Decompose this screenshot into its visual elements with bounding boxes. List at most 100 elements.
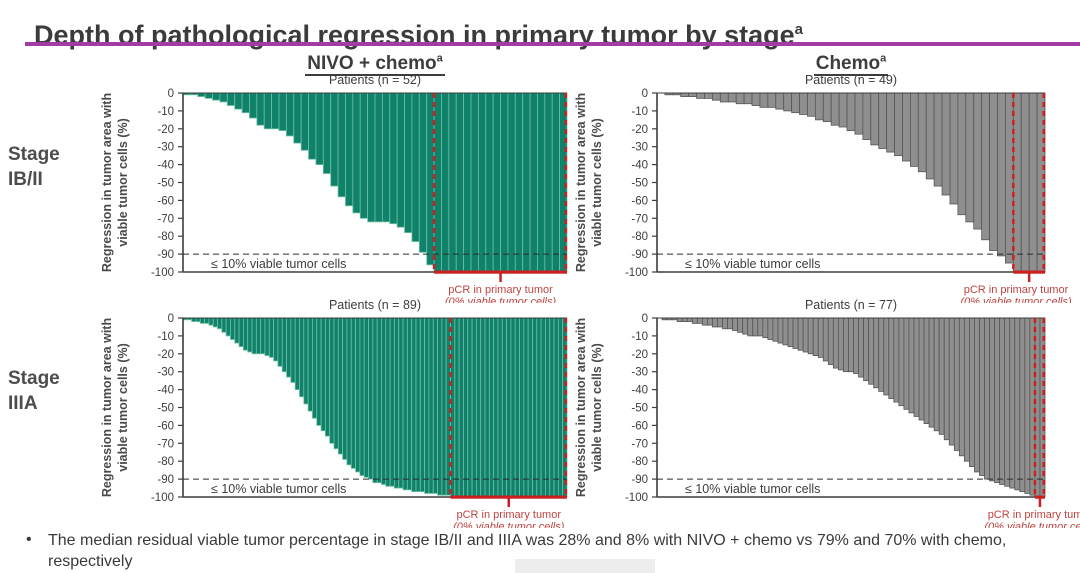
patient-bar bbox=[437, 317, 443, 496]
patient-bar bbox=[507, 92, 516, 273]
pcr-box-bottom-edge bbox=[1013, 270, 1045, 274]
patient-bar bbox=[204, 317, 210, 324]
patient-bar bbox=[933, 92, 943, 187]
patient-bar bbox=[814, 92, 824, 121]
patient-bar bbox=[719, 92, 729, 103]
patient-bar bbox=[484, 317, 490, 498]
column-header-chemo: Chemoa bbox=[657, 53, 1045, 77]
y-axis-title: Regression in tumor area with bbox=[100, 93, 114, 272]
patient-bar bbox=[278, 92, 287, 131]
patient-bar bbox=[969, 317, 975, 467]
waterfall-chart-stage-iiia-chemo: 0 -10 -20 -30 -40 -50 -60 -70 -80 -90 -100 ≤ 10% vi… bbox=[569, 295, 1080, 528]
pcr-box-bottom-edge bbox=[434, 270, 567, 274]
patient-bar bbox=[832, 317, 839, 369]
patient-bar bbox=[963, 317, 970, 462]
patient-bar bbox=[1036, 92, 1046, 273]
patient-bar bbox=[759, 92, 769, 108]
patient-bar bbox=[782, 317, 789, 346]
patient-bar bbox=[812, 317, 819, 356]
patient-bar bbox=[243, 317, 249, 351]
patient-bar bbox=[878, 92, 888, 149]
patient-bar bbox=[981, 92, 990, 241]
footnote-text: The median residual viable tumor percent… bbox=[48, 532, 1007, 570]
patient-bar bbox=[418, 92, 428, 253]
patient-bar bbox=[256, 92, 265, 126]
patient-bar bbox=[792, 317, 799, 349]
patient-bar bbox=[264, 317, 270, 356]
patient-bar bbox=[285, 92, 295, 137]
patient-bar bbox=[485, 92, 494, 273]
y-tick-label: -60 bbox=[157, 420, 174, 432]
patient-bar bbox=[234, 92, 243, 110]
patient-bar bbox=[268, 317, 275, 358]
patient-bar bbox=[984, 317, 990, 480]
patient-bar bbox=[712, 92, 721, 101]
row-label-stage-iiia-line1: Stage bbox=[8, 368, 60, 389]
patient-bar bbox=[212, 92, 221, 101]
patient-bar bbox=[822, 92, 832, 123]
patient-bar bbox=[886, 92, 895, 153]
patient-bar bbox=[308, 92, 317, 160]
patient-bar bbox=[772, 317, 779, 342]
patient-bar bbox=[337, 317, 344, 455]
y-tick-label: -10 bbox=[157, 106, 174, 118]
y-tick-label: -60 bbox=[157, 195, 174, 207]
y-tick-label: -70 bbox=[157, 213, 174, 225]
patient-bar bbox=[385, 317, 391, 487]
patient-bar bbox=[475, 317, 482, 498]
patient-bar bbox=[941, 92, 951, 196]
patient-bar bbox=[827, 317, 834, 365]
patient-bar bbox=[225, 317, 231, 337]
patient-bar bbox=[799, 92, 808, 115]
patient-bar bbox=[532, 317, 538, 498]
column-header-chemo-text: Chemo bbox=[815, 53, 881, 75]
patient-bar bbox=[359, 92, 369, 219]
patient-bar bbox=[767, 92, 777, 108]
patient-bar bbox=[411, 317, 417, 493]
threshold-label: ≤ 10% viable tumor cells bbox=[211, 257, 346, 271]
patient-bar bbox=[372, 317, 378, 484]
patients-count-label: Patients (n = 77) bbox=[805, 298, 897, 312]
patient-bar bbox=[848, 317, 854, 373]
patient-bar bbox=[751, 92, 761, 106]
patient-bar bbox=[965, 92, 975, 223]
y-tick-label: -20 bbox=[631, 124, 648, 136]
patient-bar bbox=[902, 92, 911, 162]
y-tick-label: -50 bbox=[157, 403, 174, 415]
patient-bar bbox=[389, 317, 395, 487]
patient-bar bbox=[858, 317, 864, 378]
patient-bar bbox=[506, 317, 512, 498]
patient-bar bbox=[557, 317, 564, 498]
patient-bar bbox=[415, 317, 421, 493]
patient-bar bbox=[1029, 317, 1036, 496]
patient-bar bbox=[324, 317, 331, 437]
patient-bar bbox=[787, 317, 794, 348]
y-tick-label: -100 bbox=[625, 267, 648, 279]
patient-bar bbox=[537, 92, 546, 273]
patient-bar bbox=[974, 317, 980, 473]
pcr-annotation-line1: pCR in primary tumor bbox=[964, 284, 1069, 296]
patient-bar bbox=[230, 317, 236, 340]
patient-bar bbox=[251, 317, 257, 355]
patient-bar bbox=[888, 317, 895, 399]
patient-bar bbox=[204, 92, 213, 99]
patient-bar bbox=[706, 317, 713, 326]
footnote-bullet: • The median residual viable tumor perce… bbox=[26, 530, 1050, 572]
patient-bar bbox=[878, 317, 885, 392]
patient-bar bbox=[312, 317, 318, 419]
patient-bar bbox=[219, 92, 228, 103]
patient-bar bbox=[337, 92, 346, 198]
patient-bar bbox=[938, 317, 945, 435]
patient-bar bbox=[281, 317, 287, 373]
patient-bar bbox=[903, 317, 910, 410]
patient-bar bbox=[545, 317, 551, 498]
patient-bar bbox=[777, 317, 784, 344]
chart-canvas-iiia_nivo: 0 -10 -20 -30 -40 -50 -60 -70 -80 -90 -100 ≤ 10% vi… bbox=[100, 298, 568, 528]
pcr-box-bottom-edge bbox=[1034, 495, 1045, 499]
patient-bar bbox=[853, 317, 859, 374]
patient-bar bbox=[208, 317, 214, 326]
y-axis-title: Regression in tumor area with bbox=[100, 318, 114, 497]
pcr-box-bottom-edge bbox=[450, 495, 567, 499]
patient-bar bbox=[1012, 92, 1022, 273]
